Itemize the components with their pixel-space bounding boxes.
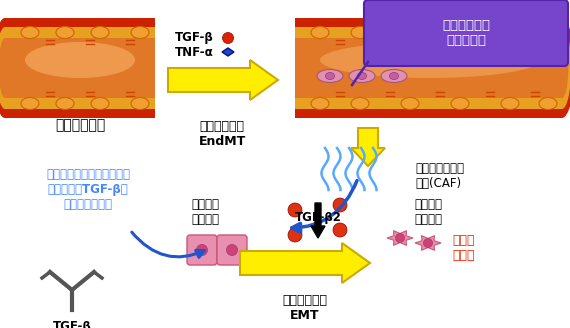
Ellipse shape xyxy=(56,27,74,38)
Ellipse shape xyxy=(501,27,519,38)
Ellipse shape xyxy=(349,70,375,83)
Circle shape xyxy=(288,203,302,217)
Ellipse shape xyxy=(451,27,469,38)
Bar xyxy=(295,27,562,109)
Circle shape xyxy=(288,228,302,242)
Text: 上皮間葉移行
EMT: 上皮間葉移行 EMT xyxy=(283,294,328,322)
Text: TNF-α: TNF-α xyxy=(175,46,214,58)
Ellipse shape xyxy=(401,27,419,38)
Text: がんの
悪性化: がんの 悪性化 xyxy=(452,234,474,262)
FancyArrow shape xyxy=(351,128,385,166)
Ellipse shape xyxy=(351,27,369,38)
Ellipse shape xyxy=(91,97,109,110)
FancyArrow shape xyxy=(168,60,278,100)
Ellipse shape xyxy=(501,97,519,110)
Ellipse shape xyxy=(0,38,11,98)
FancyArrowPatch shape xyxy=(132,232,205,257)
Ellipse shape xyxy=(389,72,398,79)
Ellipse shape xyxy=(539,27,557,38)
Ellipse shape xyxy=(131,97,149,110)
Ellipse shape xyxy=(401,97,419,110)
Polygon shape xyxy=(415,236,441,250)
Text: がん細胞
（悪性）: がん細胞 （悪性） xyxy=(414,198,442,226)
Ellipse shape xyxy=(539,97,557,110)
Ellipse shape xyxy=(381,70,407,83)
Ellipse shape xyxy=(320,42,540,78)
Text: がん関連線維芽
細胞(CAF): がん関連線維芽 細胞(CAF) xyxy=(415,162,464,190)
Ellipse shape xyxy=(56,97,74,110)
Ellipse shape xyxy=(0,27,14,109)
Text: がん細胞
（良性）: がん細胞 （良性） xyxy=(191,198,219,226)
Circle shape xyxy=(333,223,347,237)
Ellipse shape xyxy=(553,27,570,109)
Circle shape xyxy=(424,238,433,248)
Text: TGF-β
中和抗体: TGF-β 中和抗体 xyxy=(52,320,91,328)
Ellipse shape xyxy=(311,97,329,110)
Ellipse shape xyxy=(317,70,343,83)
Ellipse shape xyxy=(549,18,570,118)
FancyArrow shape xyxy=(240,243,370,283)
Ellipse shape xyxy=(91,27,109,38)
Text: 内皮間葉移行
EndMT: 内皮間葉移行 EndMT xyxy=(198,120,246,148)
Text: TGF-β: TGF-β xyxy=(175,31,214,45)
Ellipse shape xyxy=(556,38,568,98)
Polygon shape xyxy=(387,231,413,245)
Circle shape xyxy=(222,32,234,44)
FancyBboxPatch shape xyxy=(187,235,217,265)
Text: TGF-β2: TGF-β2 xyxy=(295,212,341,224)
Bar xyxy=(5,27,155,109)
Bar xyxy=(5,38,155,98)
Circle shape xyxy=(226,244,238,256)
Ellipse shape xyxy=(451,97,469,110)
FancyArrow shape xyxy=(311,203,325,238)
Text: がん微小環境ネットワーク
を媒介するTGF-βを
標的とした治療: がん微小環境ネットワーク を媒介するTGF-βを 標的とした治療 xyxy=(46,168,130,211)
Text: 血管内皮細胞: 血管内皮細胞 xyxy=(55,118,105,132)
Ellipse shape xyxy=(21,27,39,38)
Bar xyxy=(295,38,562,98)
Bar xyxy=(5,18,155,118)
Bar xyxy=(295,18,562,118)
Ellipse shape xyxy=(351,97,369,110)
Circle shape xyxy=(197,244,207,256)
Ellipse shape xyxy=(21,97,39,110)
FancyBboxPatch shape xyxy=(217,235,247,265)
Ellipse shape xyxy=(25,42,135,78)
Ellipse shape xyxy=(357,72,367,79)
Circle shape xyxy=(396,234,405,242)
Circle shape xyxy=(333,198,347,212)
Ellipse shape xyxy=(311,27,329,38)
Ellipse shape xyxy=(325,72,335,79)
Polygon shape xyxy=(222,48,234,56)
FancyBboxPatch shape xyxy=(364,0,568,66)
Ellipse shape xyxy=(0,18,18,118)
FancyArrowPatch shape xyxy=(292,181,357,232)
Text: 線維芽細胞の
性質の獲得: 線維芽細胞の 性質の獲得 xyxy=(442,19,490,47)
Ellipse shape xyxy=(131,27,149,38)
